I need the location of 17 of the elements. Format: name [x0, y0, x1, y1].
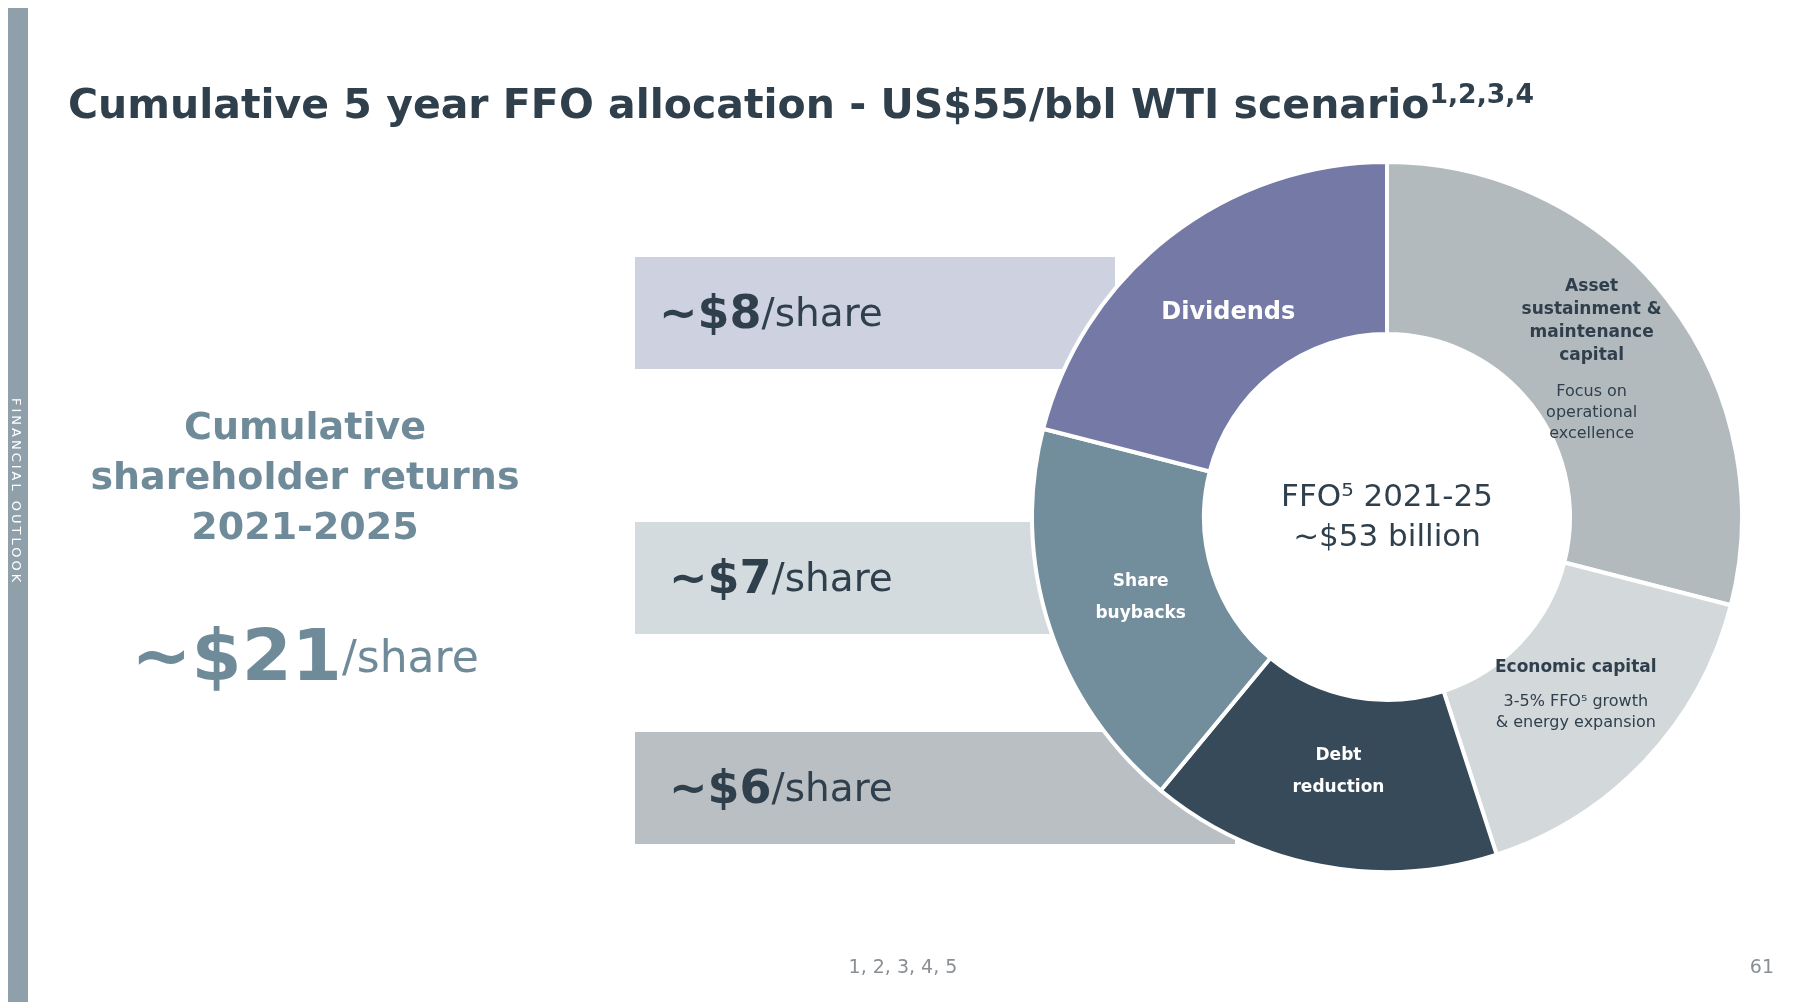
text: Focus on operational excellence	[1546, 380, 1638, 442]
slice-label: Debt reduction	[1292, 744, 1385, 797]
text: 1, 2, 3, 4, 5	[848, 955, 958, 977]
text: ~$7/share	[669, 549, 893, 604]
text: ~$6/share	[669, 759, 893, 814]
text: ~$8/share	[659, 284, 883, 339]
text: 3-5% FFO⁵ growth & energy expansion	[1495, 691, 1656, 732]
text: FINANCIAL OUTLOOK	[9, 398, 24, 586]
chart-title: Cumulative 5 year FFO allocation - US$55/bbl WTI scenario$^{1,2,3,4}$	[68, 77, 1534, 128]
text: 61	[1749, 955, 1774, 977]
text: FFO⁵ 2021-25 ~$53 billion	[1281, 476, 1493, 553]
slice-label: Asset sustainment & maintenance capital	[1521, 275, 1662, 365]
slice-label: Dividends	[1161, 297, 1296, 326]
text: ~$21/share	[131, 612, 479, 697]
text: Cumulative shareholder returns 2021-2025	[90, 403, 520, 548]
slice-label: Economic capital	[1494, 656, 1657, 677]
slice-label: Share buybacks	[1095, 570, 1186, 623]
